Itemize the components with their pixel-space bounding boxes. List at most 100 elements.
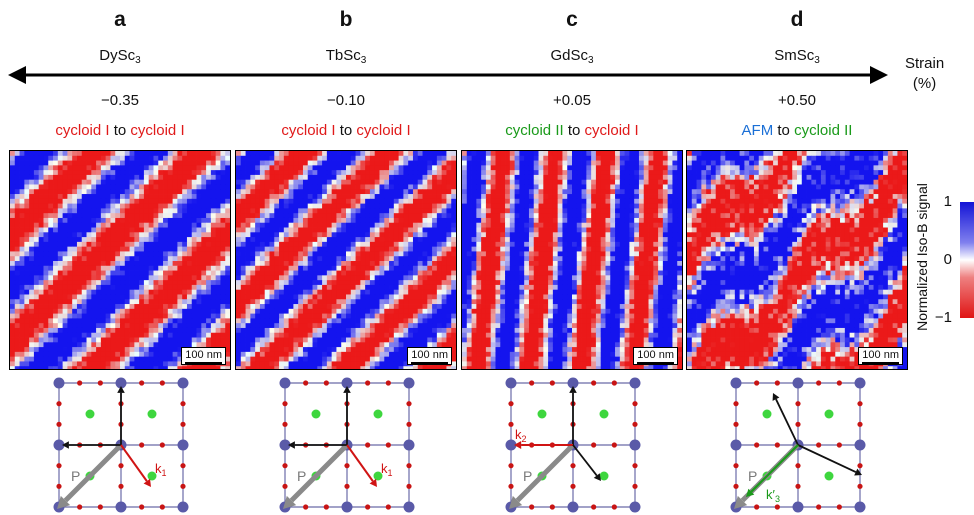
map-pixel [543,155,549,161]
map-pixel [67,289,73,295]
map-pixel [379,289,385,295]
map-pixel [19,356,25,362]
map-pixel [441,151,447,157]
map-pixel [279,265,285,271]
map-pixel [274,246,280,252]
map-pixel [143,194,150,200]
map-pixel [153,342,159,348]
map-pixel [139,304,145,310]
map-pixel [236,179,242,185]
map-pixel [143,246,150,252]
map-pixel [524,174,530,181]
map-pixel [293,313,299,319]
map-pixel [177,313,183,319]
map-pixel [110,275,116,281]
map-pixel [86,299,92,305]
map-pixel [19,284,25,291]
map-pixel [341,222,347,228]
map-pixel [446,308,452,315]
map-pixel [548,155,554,161]
map-pixel [259,232,266,238]
map-pixel [543,208,549,214]
map-pixel [417,261,423,267]
map-pixel [76,265,83,271]
map-pixel [236,251,242,257]
map-pixel [120,299,126,305]
map-pixel [72,313,78,319]
map-pixel [610,155,616,161]
map-pixel [120,194,126,200]
map-pixel [215,227,221,233]
map-pixel [398,313,404,319]
map-pixel [374,347,380,353]
map-pixel [264,232,270,238]
map-pixel [466,155,472,161]
map-pixel [148,256,154,262]
map-pixel [177,170,183,176]
map-pixel [346,356,352,362]
map-pixel [312,337,318,343]
map-pixel [172,155,178,161]
map-pixel [360,213,366,219]
map-pixel [38,280,44,286]
map-pixel [255,246,261,252]
map-pixel [96,194,102,200]
map-pixel [105,294,111,300]
map-pixel [19,194,25,200]
map-pixel [24,217,30,224]
map-pixel [389,222,395,228]
map-pixel [591,174,597,181]
map-pixel [322,361,328,367]
map-pixel [124,170,130,176]
map-pixel [76,313,83,319]
map-pixel [220,342,226,348]
map-pixel [476,179,482,185]
map-pixel [172,203,178,209]
map-pixel [255,361,261,367]
map-pixel [143,155,150,161]
map-pixel [245,270,251,276]
map-pixel [302,217,309,224]
map-pixel [255,213,261,219]
map-pixel [667,189,673,195]
map-pixel [412,179,419,185]
map-pixel [346,351,352,358]
map-pixel [158,270,164,276]
map-pixel [393,342,400,348]
map-pixel [369,203,376,209]
map-pixel [586,174,592,181]
map-pixel [240,289,246,295]
map-pixel [283,289,290,295]
map-pixel [283,299,290,305]
map-pixel [19,361,25,367]
map-pixel [451,294,456,300]
map-pixel [393,155,400,161]
map-pixel [105,289,111,295]
map-pixel [293,174,299,181]
map-pixel [307,318,313,324]
map-pixel [274,356,280,362]
map-pixel [462,160,468,166]
map-pixel [427,165,433,171]
map-pixel [629,155,635,161]
map-pixel [360,351,366,358]
map-pixel [605,203,611,209]
map-pixel [662,160,669,166]
map-pixel [341,289,347,295]
map-pixel [220,237,226,243]
map-pixel [191,265,197,271]
map-pixel [576,198,582,205]
map-pixel [48,280,54,286]
map-pixel [120,151,126,157]
map-pixel [567,184,573,190]
map-pixel [172,313,178,319]
map-pixel [57,289,64,295]
map-pixel [312,179,318,185]
map-pixel [658,184,664,190]
map-pixel [274,275,280,281]
map-pixel [302,280,309,286]
map-pixel [186,265,193,271]
map-pixel [172,217,178,224]
map-pixel [355,342,361,348]
map-pixel [153,213,159,219]
